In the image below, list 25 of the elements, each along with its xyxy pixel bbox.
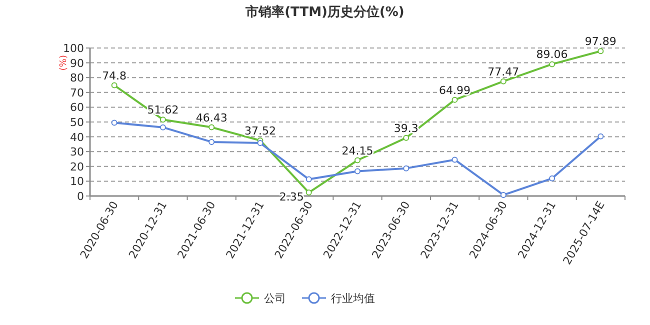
chart-title: 市销率(TTM)历史分位(%) <box>244 4 404 20</box>
y-tick-label: 10 <box>70 175 84 188</box>
y-tick-label: 70 <box>70 86 84 100</box>
data-label: 64.99 <box>439 84 471 97</box>
y-tick-label: 60 <box>70 101 84 114</box>
data-label: 97.89 <box>584 35 616 48</box>
data-label: 37.52 <box>244 124 276 138</box>
y-tick-label: 50 <box>70 116 84 129</box>
legend-label: 行业均值 <box>331 292 375 305</box>
data-label: 46.43 <box>196 111 228 124</box>
y-tick-label: 80 <box>70 72 84 85</box>
data-label: 24.15 <box>342 144 374 158</box>
data-label: 77.47 <box>488 65 520 78</box>
data-label: 89.06 <box>536 48 568 62</box>
y-tick-label: 0 <box>77 190 84 203</box>
y-tick-label: 100 <box>63 42 84 55</box>
y-tick-label: 20 <box>70 160 84 174</box>
y-tick-label: 40 <box>70 130 84 144</box>
y-tick-label: 90 <box>70 56 84 70</box>
y-axis-title: (%) <box>59 55 69 71</box>
legend-label: 公司 <box>264 292 286 305</box>
data-label: 2.35 <box>279 190 304 204</box>
data-label: 39.3 <box>394 122 418 135</box>
y-tick-label: 30 <box>70 146 84 159</box>
data-label: 74.8 <box>102 69 127 82</box>
